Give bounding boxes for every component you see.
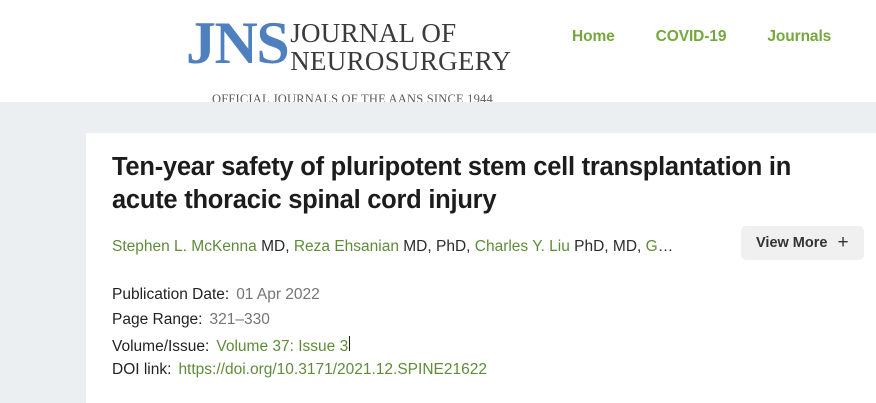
article-title: Ten-year safety of pluripotent stem cell… [112, 153, 792, 215]
jns-logo-wordmark: JOURNAL OF NEUROSURGERY [290, 18, 512, 76]
jns-logo-line1: JOURNAL OF [290, 18, 457, 48]
article-metadata: Publication Date: 01 Apr 2022 Page Range… [112, 286, 487, 386]
metadata-row-page-range: Page Range: 321–330 [112, 311, 487, 336]
author-link-2[interactable]: Reza Ehsanian [293, 238, 399, 255]
header-inner: JNS JOURNAL OF NEUROSURGERY OFFICIAL JOU… [0, 0, 876, 106]
metadata-row-publication-date: Publication Date: 01 Apr 2022 [112, 286, 487, 311]
site-header: JNS JOURNAL OF NEUROSURGERY OFFICIAL JOU… [0, 0, 876, 106]
metadata-label-doi-link: DOI link: [112, 361, 172, 378]
author-link-3[interactable]: Charles Y. Liu [474, 238, 570, 255]
metadata-value-page-range: 321–330 [209, 311, 270, 328]
metadata-value-volume-issue-link[interactable]: Volume 37: Issue 3 [216, 338, 349, 355]
author-separator-3: , [637, 238, 646, 255]
authors-truncation: … [657, 238, 674, 255]
jns-logo-line2: NEUROSURGERY [290, 45, 512, 76]
metadata-label-volume-issue: Volume/Issue: [112, 338, 210, 355]
author-link-4[interactable]: G [645, 238, 658, 255]
nav-item-home[interactable]: Home [572, 28, 615, 45]
authors-row: Stephen L. McKenna MD, Reza Ehsanian MD,… [112, 237, 742, 258]
metadata-label-publication-date: Publication Date: [112, 286, 230, 303]
nav-item-covid-19[interactable]: COVID-19 [655, 28, 727, 45]
jns-logo-mark: JNS [186, 10, 290, 76]
metadata-row-volume-issue: Volume/Issue: Volume 37: Issue 3 [112, 336, 487, 361]
view-more-label: View More [756, 235, 828, 251]
author-degrees-2-value: MD, PhD [403, 238, 467, 255]
article-card: Ten-year safety of pluripotent stem cell… [86, 133, 876, 403]
plus-icon: + [837, 231, 849, 253]
jns-logo[interactable]: JNS JOURNAL OF NEUROSURGERY OFFICIAL JOU… [186, 10, 512, 106]
view-more-button[interactable]: View More + [741, 226, 864, 260]
text-cursor-caret [349, 336, 351, 351]
author-link-1[interactable]: Stephen L. McKenna [112, 238, 257, 255]
author-degrees-3-value: PhD, MD [574, 238, 638, 255]
author-separator-1: , [285, 238, 294, 255]
metadata-label-page-range: Page Range: [112, 311, 203, 328]
metadata-value-publication-date: 01 Apr 2022 [236, 286, 320, 303]
metadata-row-doi-link: DOI link: https://doi.org/10.3171/2021.1… [112, 361, 487, 386]
metadata-value-doi-link[interactable]: https://doi.org/10.3171/2021.12.SPINE216… [178, 361, 487, 378]
author-separator-2: , [466, 238, 475, 255]
authors-list: Stephen L. McKenna MD, Reza Ehsanian MD,… [112, 237, 673, 258]
nav-item-journals[interactable]: Journals [767, 28, 832, 45]
main-navigation: Home COVID-19 Journals [572, 28, 831, 46]
author-degrees-1-value: MD [261, 238, 286, 255]
